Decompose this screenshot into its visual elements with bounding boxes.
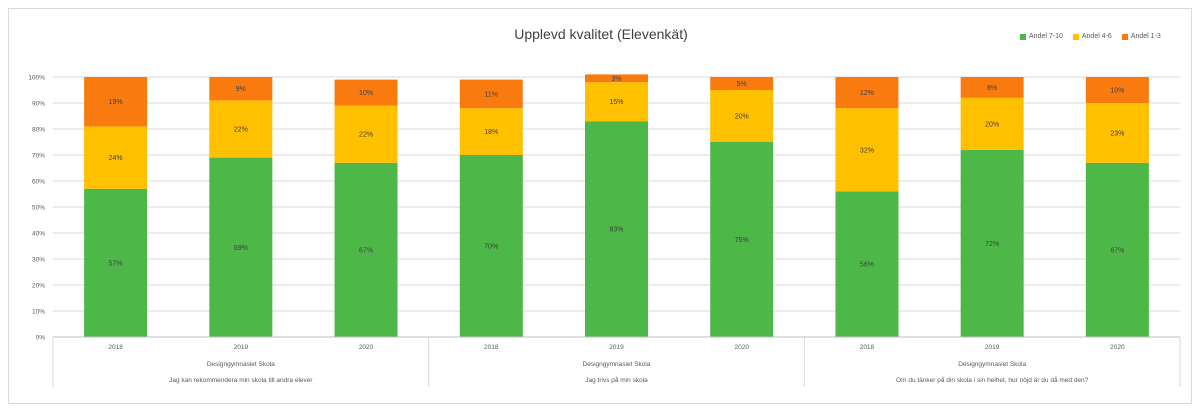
legend-label-mid: Andel 4-6 (1081, 33, 1112, 40)
bar-segment (1085, 103, 1149, 163)
bar-segment (209, 157, 273, 337)
group-school-label: Designgymnasiet Skola (958, 361, 1026, 368)
bar-segment (960, 77, 1024, 98)
data-label: 9% (236, 86, 246, 93)
bar-segment (84, 126, 148, 189)
x-tick-label: 2018 (860, 344, 875, 351)
bar-segment (835, 108, 899, 192)
legend-item-low: Andel 1-3 (1121, 33, 1161, 40)
data-label: 12% (860, 90, 874, 97)
bar-segment (710, 90, 774, 142)
data-label: 24% (109, 155, 123, 162)
y-tick-label: 70% (32, 153, 45, 160)
group-school-label: Designgymnasiet Skola (207, 361, 275, 368)
x-tick-label: 2019 (609, 344, 624, 351)
bar-segment (84, 77, 148, 127)
bar-segment (710, 142, 774, 337)
data-label: 32% (860, 147, 874, 154)
data-label: 83% (609, 227, 623, 234)
data-label: 10% (1110, 88, 1124, 95)
chart-title: Upplevd kvalitet (Elevenkät) (514, 26, 688, 42)
data-label: 10% (359, 90, 373, 97)
y-tick-label: 10% (32, 309, 45, 316)
group-school-label: Designgymnasiet Skola (583, 361, 651, 368)
legend-swatch-mid (1072, 33, 1079, 40)
y-tick-label: 60% (32, 179, 45, 186)
bar-segment (585, 74, 648, 83)
data-label: 8% (987, 85, 997, 92)
bar-segment (1085, 162, 1149, 337)
bar-segment (84, 188, 148, 337)
bar-segment (209, 100, 273, 158)
x-tick-label: 2020 (359, 344, 374, 351)
data-label: 20% (985, 121, 999, 128)
data-label: 18% (484, 129, 498, 136)
data-label: 19% (109, 99, 123, 106)
data-label: 22% (234, 127, 248, 134)
bar-segment (960, 97, 1024, 150)
bar-segment (960, 149, 1024, 337)
data-label: 22% (359, 132, 373, 139)
bar-segment (334, 105, 398, 163)
y-tick-label: 50% (32, 205, 45, 212)
bar-segment (585, 121, 648, 337)
group-question-label: Jag kan rekommendera min skola till andr… (169, 377, 313, 384)
bar-segment (459, 155, 523, 337)
bar-segment (585, 82, 648, 122)
legend-label-high: Andel 7-10 (1029, 33, 1063, 40)
data-label: 56% (860, 262, 874, 269)
bar-segment (459, 108, 523, 155)
data-label: 72% (985, 241, 999, 248)
data-label: 15% (609, 99, 623, 106)
bar-segment (710, 77, 774, 90)
data-label: 3% (611, 76, 621, 83)
bar-segment (835, 77, 899, 109)
legend: Andel 7-10 Andel 4-6 Andel 1-3 (1020, 33, 1161, 40)
data-label: 11% (485, 91, 499, 98)
x-tick-label: 2020 (1110, 344, 1125, 351)
bar-segment (209, 77, 273, 101)
data-label: 70% (484, 244, 498, 251)
legend-label-low: Andel 1-3 (1130, 33, 1161, 40)
y-tick-label: 40% (32, 231, 45, 238)
legend-item-high: Andel 7-10 (1020, 33, 1063, 40)
data-label: 57% (109, 260, 123, 267)
data-label: 69% (234, 245, 248, 252)
bar-segment (334, 162, 398, 337)
data-label: 20% (735, 114, 749, 121)
data-label: 75% (735, 237, 749, 244)
x-tick-label: 2019 (985, 344, 1000, 351)
bar-segment (334, 79, 398, 106)
x-tick-label: 2018 (484, 344, 499, 351)
y-tick-label: 80% (32, 127, 45, 134)
y-tick-label: 100% (28, 75, 45, 82)
x-tick-label: 2019 (234, 344, 249, 351)
bar-segment (459, 79, 523, 109)
legend-swatch-high (1020, 33, 1026, 40)
y-tick-label: 20% (32, 283, 45, 290)
bar-segment (835, 191, 899, 337)
bar-segment (1085, 77, 1149, 103)
y-tick-label: 30% (32, 257, 45, 264)
legend-swatch-low (1121, 33, 1128, 40)
data-label: 67% (1110, 247, 1124, 254)
y-tick-label: 0% (36, 335, 46, 342)
y-tick-label: 90% (32, 101, 45, 108)
legend-item-mid: Andel 4-6 (1072, 33, 1112, 40)
data-label: 67% (359, 247, 373, 254)
data-label: 23% (1110, 130, 1124, 137)
x-tick-label: 2018 (108, 344, 123, 351)
group-question-label: Jag trivs på min skola (585, 376, 648, 384)
data-label: 5% (737, 81, 747, 88)
x-tick-label: 2020 (734, 344, 749, 351)
group-question-label: Om du tänker på din skola i sin helhet, … (896, 376, 1089, 384)
